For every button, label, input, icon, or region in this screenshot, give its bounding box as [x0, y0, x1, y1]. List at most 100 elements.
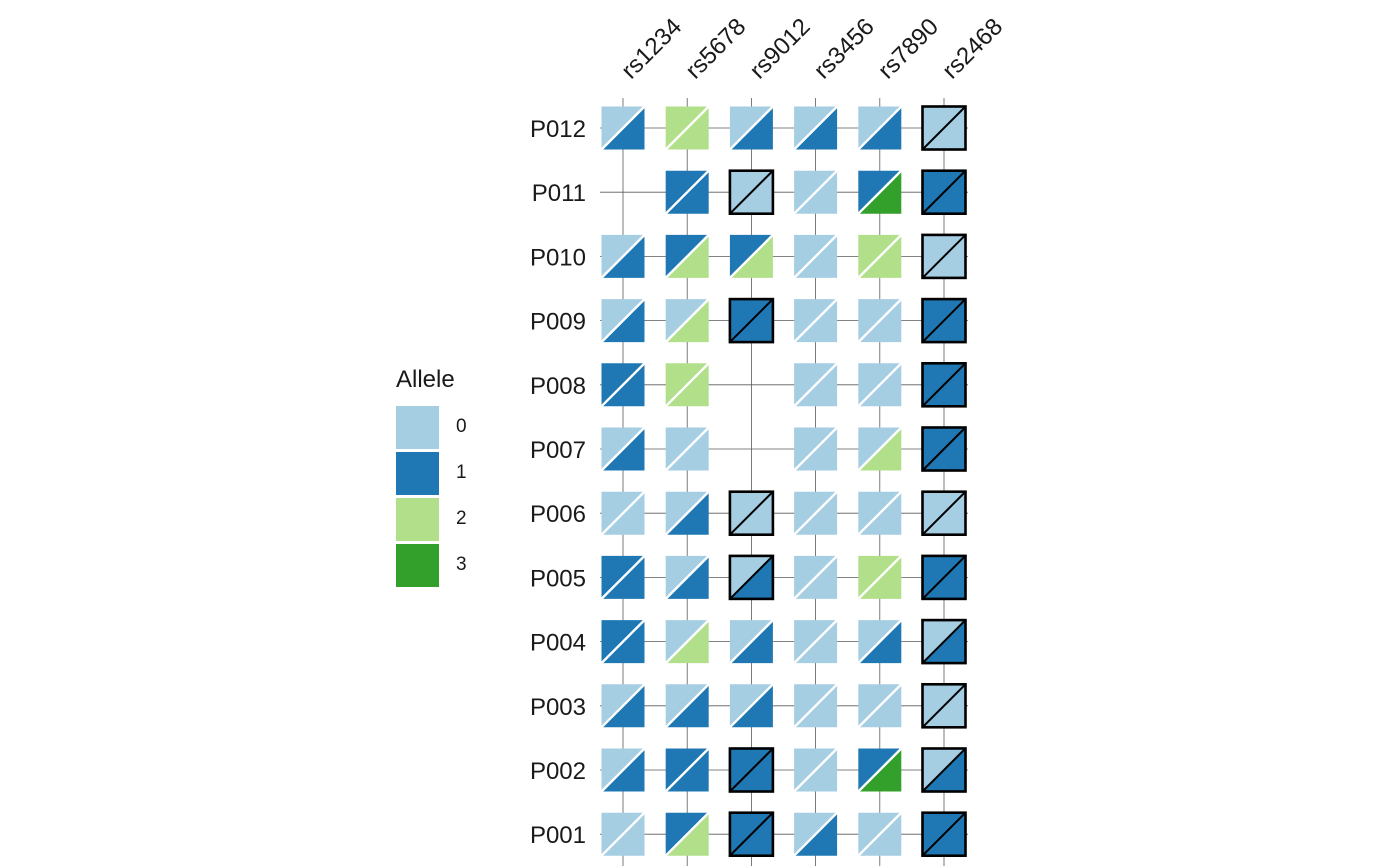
cell-diagonal: [600, 490, 646, 536]
cell-diagonal: [729, 811, 774, 857]
cell-diagonal: [921, 490, 967, 536]
cell-diagonal: [664, 298, 710, 343]
genotype-cell: [857, 298, 903, 343]
cell-border: [921, 490, 967, 537]
legend-swatch: [396, 405, 439, 449]
genotype-cell: [600, 298, 646, 343]
cell-diagonal: [921, 234, 967, 279]
cell-diagonal: [664, 683, 710, 729]
cell-diagonal: [857, 298, 903, 343]
cell-border: [921, 554, 967, 601]
legend-label: 0: [456, 416, 467, 437]
legend-label: 3: [456, 554, 467, 575]
column-label: rs9012: [745, 13, 816, 84]
cell-diagonal: [857, 105, 903, 151]
genotype-cell: [664, 169, 710, 215]
cell-diagonal: [857, 619, 903, 664]
cell-diagonal: [664, 234, 710, 279]
genotype-cell: [728, 169, 775, 215]
cell-diagonal: [600, 426, 646, 472]
genotype-cell: [600, 811, 646, 857]
row-labels: P012 P011 P010 P009 P008 P007 P006 P005 P004 P003…: [530, 116, 586, 849]
legend-label: 2: [456, 508, 467, 529]
genotype-cell: [664, 426, 710, 472]
genotype-cell: [600, 619, 646, 664]
row-label: P005: [530, 565, 586, 592]
legend-swatch: [396, 451, 439, 495]
cell-border: [921, 233, 967, 280]
genotype-cell: [600, 234, 646, 279]
row-label: P009: [530, 309, 586, 336]
genotype-cell: [793, 555, 838, 600]
cell-diagonal: [664, 619, 710, 664]
cell-diagonal: [793, 426, 838, 472]
genotype-cell: [921, 361, 967, 408]
row-label: P012: [530, 116, 586, 143]
genotype-cell: [729, 105, 774, 151]
cell-diagonal: [857, 234, 903, 279]
cell-diagonal: [600, 105, 646, 151]
genotype-cell: [664, 298, 710, 343]
cell-border: [921, 426, 967, 472]
cell-border: [728, 811, 775, 858]
legend-label: 1: [456, 462, 467, 483]
genotype-cell: [729, 683, 774, 729]
genotype-cell: [600, 362, 646, 408]
cell-diagonal: [729, 105, 774, 151]
genotype-cell: [793, 490, 838, 536]
genotype-cell: [921, 747, 967, 793]
genotype-cell: [793, 683, 838, 729]
cell-diagonal: [921, 105, 967, 151]
legend: Allele 0 1 2 3: [396, 366, 467, 588]
genotype-cell: [857, 362, 903, 408]
genotype-cell: [664, 811, 710, 857]
cell-diagonal: [921, 747, 967, 793]
genotype-cell: [921, 297, 967, 344]
legend-entry-1: 1: [396, 450, 467, 496]
genotype-cell: [921, 490, 967, 537]
cell-diagonal: [921, 811, 967, 857]
cell-diagonal: [793, 811, 838, 857]
cell-diagonal: [921, 619, 967, 664]
genotype-cell: [728, 490, 775, 537]
genotype-cell: [600, 747, 646, 793]
column-label: rs2468: [937, 13, 1008, 84]
cell-diagonal: [793, 490, 838, 536]
cell-diagonal: [664, 169, 710, 215]
genotype-cell: [729, 619, 774, 664]
row-label: P011: [532, 180, 586, 207]
cell-diagonal: [793, 298, 838, 343]
genotype-cell: [664, 362, 710, 408]
legend-entry-0: 0: [396, 404, 467, 450]
genotype-cell: [664, 619, 710, 664]
genotype-cell: [600, 426, 646, 472]
cell-diagonal: [857, 490, 903, 536]
cell-diagonal: [600, 362, 646, 408]
row-label: P003: [530, 694, 586, 721]
cell-diagonal: [793, 747, 838, 793]
cell-diagonal: [600, 555, 646, 600]
genotype-cell: [600, 683, 646, 729]
cell-diagonal: [921, 362, 967, 408]
genotype-cell: [793, 619, 838, 664]
genotype-cell: [857, 105, 903, 151]
cell-diagonal: [664, 426, 710, 472]
cell-diagonal: [664, 362, 710, 408]
genotype-cell: [728, 811, 775, 858]
cell-border: [921, 169, 967, 215]
row-label: P008: [530, 373, 586, 400]
legend-title: Allele: [396, 366, 455, 393]
cell-border: [921, 811, 967, 858]
genotype-cell: [793, 811, 838, 857]
genotype-cell: [921, 682, 967, 729]
cell-border: [728, 169, 775, 215]
cell-border: [921, 297, 967, 344]
genotype-cell: [857, 490, 903, 536]
cell-diagonal: [793, 169, 838, 215]
genotype-cell: [857, 234, 903, 279]
cell-diagonal: [664, 811, 710, 857]
row-label: P001: [530, 822, 586, 849]
cell-diagonal: [793, 105, 838, 151]
legend-entry-2: 2: [396, 496, 467, 542]
